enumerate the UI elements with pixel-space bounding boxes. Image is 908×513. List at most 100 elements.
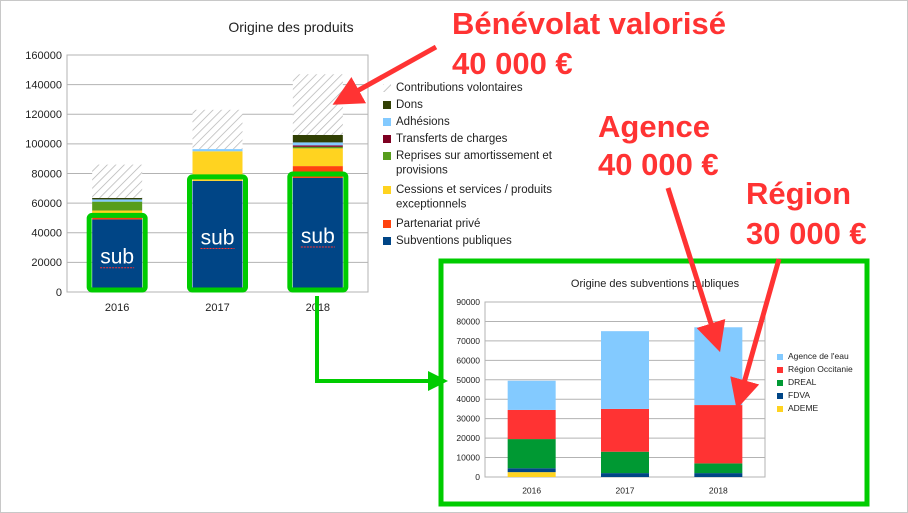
products-bar-segment <box>192 149 243 152</box>
products-bar-segment <box>92 210 143 215</box>
subsidies-legend-label: FDVA <box>788 390 810 400</box>
products-bar-segment <box>292 148 343 167</box>
subsidies-legend-swatch <box>777 406 783 412</box>
subsidies-bar-segment <box>694 405 743 464</box>
subsidies-y-tick-label: 40000 <box>456 394 480 404</box>
region-label: Région <box>746 176 851 211</box>
products-bar-segment <box>92 199 143 202</box>
products-chart-title: Origine des produits <box>228 19 353 35</box>
subsidies-bar-segment <box>507 380 556 410</box>
products-legend-label: Transferts de charges <box>396 133 508 145</box>
products-y-tick-label: 140000 <box>25 79 62 91</box>
agence-amount: 40 000 € <box>598 147 719 182</box>
subsidies-y-tick-label: 60000 <box>456 355 480 365</box>
subsidies-chart-x-ticks: 2016 2017 2018 <box>522 486 728 496</box>
subsidies-highlight-box <box>187 174 248 293</box>
subsidies-bar-segment <box>601 473 649 477</box>
subsidies-bar-segment <box>694 327 743 406</box>
products-legend-label: Reprises sur amortissement et provisions <box>396 150 553 177</box>
products-bar-segment <box>292 142 343 146</box>
subsidies-x-tick-label: 2016 <box>522 486 541 496</box>
subsidies-bar-segment <box>601 331 649 409</box>
subsidies-y-tick-label: 20000 <box>456 433 480 443</box>
products-chart: Origine des produits 0 20000 40000 60000 800… <box>25 19 552 314</box>
products-legend-swatch <box>383 186 391 194</box>
subsidies-chart-title: Origine des subventions publiques <box>571 278 740 290</box>
subsidies-chart-legend: Agence de l'eau Région Occitanie DREAL FDVA… <box>777 351 853 413</box>
products-y-tick-label: 20000 <box>31 257 62 269</box>
benevolat-label: Bénévolat valorisé <box>452 6 726 41</box>
sub-label: sub <box>100 246 134 269</box>
subsidies-bar-segment <box>507 472 556 477</box>
products-chart-bars <box>92 74 343 292</box>
products-y-tick-label: 60000 <box>31 198 62 210</box>
benevolat-amount: 40 000 € <box>452 46 573 81</box>
benevolat-arrow <box>332 44 438 105</box>
products-legend-label: Dons <box>396 99 423 111</box>
subsidies-bar-segment <box>507 409 556 440</box>
products-chart-y-ticks: 0 20000 40000 60000 80000 100000 120000 140000 1… <box>25 50 62 299</box>
products-y-tick-label: 80000 <box>31 168 62 180</box>
subsidies-highlight-box <box>86 212 148 293</box>
products-bar-segment <box>292 146 343 149</box>
products-bar-segment <box>292 177 343 292</box>
subsidies-legend-swatch <box>777 380 783 386</box>
products-legend-label: Contributions volontaires <box>396 82 523 94</box>
subsidies-bar-segment <box>694 463 743 474</box>
products-legend-label: Cessions et services / produits exception… <box>396 184 552 211</box>
subsidies-bar-segment <box>507 439 556 469</box>
subsidies-bar-segment <box>507 468 556 473</box>
subsidies-bar-segment <box>601 451 649 474</box>
subsidies-highlight-box <box>287 171 349 293</box>
subsidies-y-tick-label: 80000 <box>456 316 480 326</box>
subsidies-legend-swatch <box>777 393 783 399</box>
subsidies-legend-swatch <box>777 354 783 360</box>
products-bar-segment <box>192 109 243 150</box>
products-bar-segment <box>92 219 143 292</box>
agence-label: Agence <box>598 109 710 144</box>
subsidies-y-tick-label: 50000 <box>456 375 480 385</box>
products-legend-swatch <box>383 220 391 228</box>
products-x-tick-label: 2017 <box>205 302 229 314</box>
subsidies-bar-segment <box>694 473 743 477</box>
subsidies-y-tick-label: 0 <box>475 472 480 482</box>
products-y-tick-label: 0 <box>56 287 62 299</box>
agence-arrow <box>665 187 726 353</box>
products-legend-swatch <box>383 118 391 126</box>
products-legend-label: Partenariat privé <box>396 218 480 230</box>
subsidies-legend-label: Région Occitanie <box>788 364 853 374</box>
products-bar-segment <box>292 74 343 135</box>
products-legend-swatch <box>383 152 391 160</box>
subsidies-legend-swatch <box>777 367 783 373</box>
subsidies-legend-label: ADEME <box>788 403 819 413</box>
products-bar-segment <box>192 180 243 292</box>
products-y-tick-label: 100000 <box>25 139 62 151</box>
region-amount: 30 000 € <box>746 216 867 251</box>
products-chart-legend: Contributions volontaires Dons Adhésions Tr… <box>383 82 553 247</box>
products-bar-segment <box>292 145 343 147</box>
products-legend-swatch <box>383 237 391 245</box>
products-bar-segment <box>92 197 143 200</box>
products-y-tick-label: 40000 <box>31 228 62 240</box>
products-legend-swatch <box>383 135 391 143</box>
products-bar-segment <box>292 134 343 143</box>
products-chart-x-ticks: 2016 2017 2018 <box>105 302 330 314</box>
products-legend-swatch <box>383 84 391 92</box>
products-y-tick-label: 160000 <box>25 50 62 62</box>
subsidies-x-tick-label: 2017 <box>616 486 635 496</box>
subsidies-y-tick-label: 10000 <box>456 453 480 463</box>
products-y-tick-label: 120000 <box>25 109 62 121</box>
subsidies-legend-label: DREAL <box>788 377 817 387</box>
subsidies-y-tick-label: 70000 <box>456 336 480 346</box>
subsidies-x-tick-label: 2018 <box>709 486 728 496</box>
sub-label: sub <box>301 225 335 248</box>
sub-label: sub <box>201 226 235 249</box>
subsidies-chart-y-ticks: 0 10000 20000 30000 40000 50000 60000 70000 8000… <box>456 297 480 482</box>
connector-arrow <box>315 296 448 391</box>
region-arrow <box>730 258 782 410</box>
products-chart-highlight-boxes: sub sub sub <box>86 171 349 293</box>
products-legend-label: Adhésions <box>396 116 450 128</box>
subsidies-legend-label: Agence de l'eau <box>788 351 849 361</box>
products-legend-label: Subventions publiques <box>396 235 512 247</box>
